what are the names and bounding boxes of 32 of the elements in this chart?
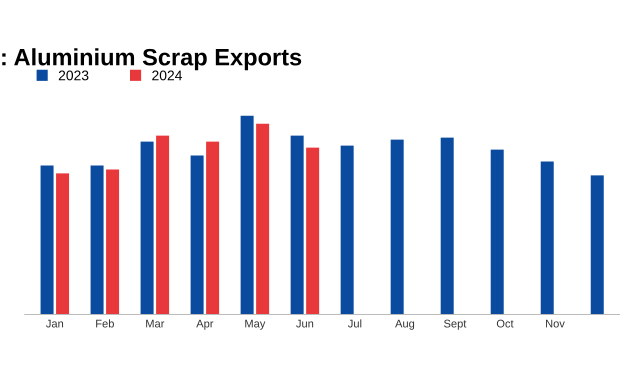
bar xyxy=(106,169,120,314)
bar xyxy=(340,146,354,314)
x-tick-label: Mar xyxy=(146,320,164,328)
bar xyxy=(56,173,70,314)
x-tick-label: May xyxy=(245,320,266,330)
legend-label: 2024 xyxy=(152,70,182,80)
bar xyxy=(140,142,154,314)
bar xyxy=(206,142,220,314)
bar xyxy=(90,165,104,314)
chart-title: : Aluminium Scrap Exports xyxy=(2,48,302,70)
x-tick-label: Jul xyxy=(348,319,362,328)
x-tick-label: Nov xyxy=(546,320,565,328)
bar xyxy=(156,136,170,314)
x-tick-label: Jan xyxy=(46,320,64,328)
bar xyxy=(290,136,304,314)
x-tick-label: Jun xyxy=(296,320,314,328)
bar xyxy=(590,175,604,314)
x-tick-label: Sept xyxy=(444,320,466,330)
bar xyxy=(390,140,404,314)
x-tick-label: Feb xyxy=(96,319,114,328)
bar xyxy=(490,150,504,314)
bar xyxy=(540,162,554,314)
x-tick-label: Oct xyxy=(496,320,514,328)
x-tick-label: Aug xyxy=(395,320,414,330)
bar xyxy=(240,116,254,314)
legend-label: 2023 xyxy=(58,70,88,80)
bar xyxy=(190,156,204,314)
bar xyxy=(440,138,454,314)
bar xyxy=(40,165,54,314)
bar xyxy=(256,124,270,314)
x-tick-label: Apr xyxy=(196,320,214,330)
bar xyxy=(306,148,320,314)
